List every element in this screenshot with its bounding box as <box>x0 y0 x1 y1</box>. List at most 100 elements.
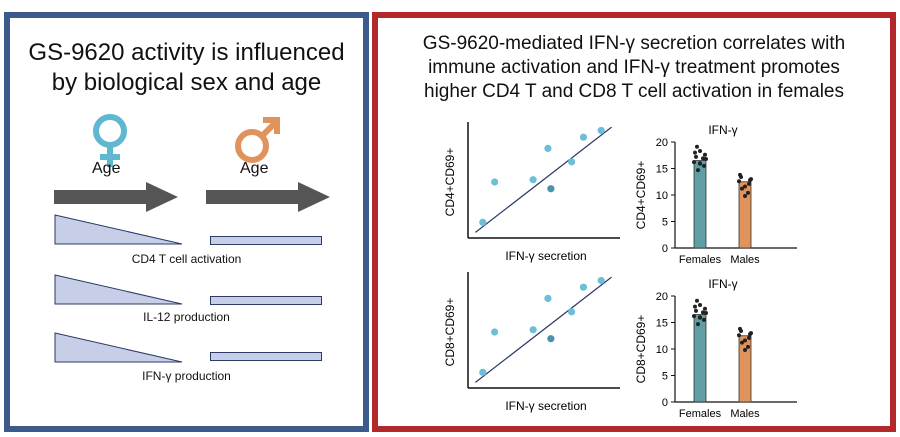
scatter-point <box>529 176 537 184</box>
bar-data-point <box>749 177 753 182</box>
bar-data-point <box>698 149 702 154</box>
bar-y-tick-label: 20 <box>656 291 668 303</box>
female-symbol-icon <box>93 114 127 167</box>
bar-males <box>738 181 752 249</box>
bar-y-tick-label: 0 <box>662 243 668 255</box>
bar-y-tick-label: 10 <box>656 190 668 202</box>
scatter-point <box>491 328 499 336</box>
bar-data-point <box>695 298 699 303</box>
scatter-trendline <box>475 126 612 233</box>
scatter-point <box>547 335 555 343</box>
bar-data-point <box>693 150 697 155</box>
bar-data-point <box>746 344 750 349</box>
scatter-point <box>579 283 588 291</box>
scatter-cd8-chart: CD8+CD69+ IFN-γ secretion <box>443 272 620 413</box>
scatter-point <box>544 144 552 152</box>
bar-data-point <box>701 156 705 161</box>
bar-data-point <box>743 194 747 199</box>
bar-category-label: Females <box>679 254 722 266</box>
male-ifng-flat-bar <box>210 352 322 361</box>
scatter-point <box>568 308 576 316</box>
bar-y-label: CD4+CD69+ <box>634 161 648 230</box>
right-title-line2: immune activation and IFN-γ treatment pr… <box>428 56 840 78</box>
bar-y-tick-label: 5 <box>662 371 668 383</box>
male-cd4-flat-bar <box>210 236 322 245</box>
bar-males <box>738 335 752 403</box>
bar-y-tick-label: 15 <box>656 164 668 176</box>
bar-y-tick-label: 15 <box>656 318 668 330</box>
scatter-point <box>568 158 576 166</box>
scatter-point <box>529 326 537 334</box>
bar-data-point <box>740 186 744 191</box>
bar-data-point <box>740 340 744 345</box>
bar-y-label: CD8+CD69+ <box>634 315 648 384</box>
bar-data-point <box>696 322 700 327</box>
bar-chart-title: IFN-γ <box>708 123 737 137</box>
male-age-label: Age <box>240 160 269 177</box>
bar-category-label: Females <box>679 408 722 420</box>
scatter-y-label: CD8+CD69+ <box>443 298 457 367</box>
female-age-arrow-icon <box>54 182 178 212</box>
bar-data-point <box>737 333 741 338</box>
right-panel-title: GS-9620-mediated IFN-γ secretion correla… <box>378 32 890 103</box>
bar-y-tick-label: 5 <box>662 217 668 229</box>
scatter-cd4-chart: CD4+CD69+ IFN-γ secretion <box>443 122 620 263</box>
bar-cd8-chart: IFN-γ CD8+CD69+ 0 5 10 15 20 Females Males <box>634 277 797 420</box>
bar-y-tick-label: 0 <box>662 397 668 409</box>
scatter-point <box>547 185 555 193</box>
row-label-il12: IL-12 production <box>143 310 230 324</box>
bar-data-point <box>698 161 702 166</box>
bar-chart-title: IFN-γ <box>708 277 737 291</box>
left-title-line1: GS-9620 activity is influenced <box>28 39 345 66</box>
right-title-line3: higher CD4 T and CD8 T cell activation i… <box>424 80 844 102</box>
bar-data-point <box>746 190 750 195</box>
bar-data-point <box>698 303 702 308</box>
bar-females <box>693 160 707 249</box>
bar-cd4-chart: IFN-γ CD4+CD69+ 0 5 10 15 20 Females Males <box>634 123 797 266</box>
scatter-trendline <box>475 276 612 383</box>
bar-data-point <box>703 152 707 157</box>
bar-y-tick-label: 10 <box>656 344 668 356</box>
male-il12-flat-bar <box>210 296 322 305</box>
bar-data-point <box>747 181 751 186</box>
bar-data-point <box>704 310 708 315</box>
bar-data-point <box>743 184 747 189</box>
female-ifng-decrease-wedge <box>54 332 183 363</box>
left-title-line2: by biological sex and age <box>51 69 322 96</box>
row-label-ifng: IFN-γ production <box>142 369 231 383</box>
bar-data-point <box>692 314 696 319</box>
bar-females <box>693 314 707 403</box>
scatter-y-label: CD4+CD69+ <box>443 148 457 217</box>
bar-data-point <box>696 168 700 173</box>
bar-data-point <box>743 338 747 343</box>
bar-data-point <box>694 308 698 313</box>
bar-data-point <box>747 335 751 340</box>
bar-category-label: Males <box>730 254 760 266</box>
row-label-cd4: CD4 T cell activation <box>131 252 242 266</box>
bar-data-point <box>738 172 742 177</box>
bar-data-point <box>743 348 747 353</box>
bar-category-label: Males <box>730 408 760 420</box>
scatter-point <box>597 276 605 285</box>
bar-data-point <box>698 315 702 320</box>
bar-data-point <box>702 163 706 168</box>
bar-data-point <box>749 331 753 336</box>
bar-data-point <box>701 310 705 315</box>
scatter-x-label: IFN-γ secretion <box>505 399 586 413</box>
scatter-point <box>479 368 487 376</box>
bar-data-point <box>738 326 742 331</box>
bar-data-point <box>737 179 741 184</box>
scatter-point <box>597 126 605 135</box>
scatter-point <box>491 178 499 186</box>
bar-data-point <box>693 304 697 309</box>
left-panel: GS-9620 activity is influenced by biolog… <box>4 12 369 432</box>
bar-data-point <box>702 317 706 322</box>
bar-data-point <box>703 306 707 311</box>
female-age-label: Age <box>92 160 121 177</box>
bar-data-point <box>694 154 698 159</box>
bar-data-point <box>704 156 708 161</box>
female-il12-decrease-wedge <box>54 274 183 305</box>
bar-data-point <box>692 160 696 165</box>
bar-y-tick-label: 20 <box>656 137 668 149</box>
female-cd4-decrease-wedge <box>54 214 183 245</box>
